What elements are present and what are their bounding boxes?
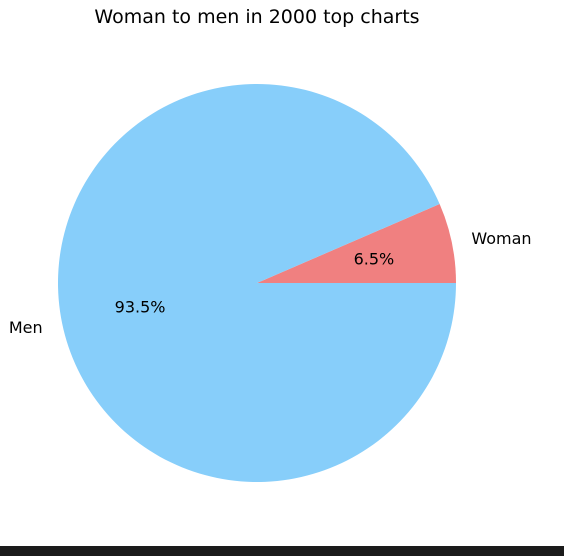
category-label-woman: Woman [471, 229, 531, 248]
category-label-men: Men [9, 318, 43, 337]
pie-slice-woman [257, 203, 456, 283]
window-edge [548, 0, 564, 556]
pie-slice-men [57, 84, 456, 483]
chart-canvas: Woman to men in 2000 top charts 6.5% Woma… [8, 6, 532, 483]
bottom-bar [0, 546, 564, 556]
pct-label-woman: 6.5% [354, 249, 395, 268]
pct-label-men: 93.5% [115, 298, 166, 317]
chart-title: Woman to men in 2000 top charts [94, 6, 419, 28]
pie-labels: 6.5% Woman 93.5% Men [9, 229, 532, 337]
pie-slices [57, 84, 456, 483]
pie-chart: Woman to men in 2000 top charts 6.5% Woma… [9, 6, 532, 483]
